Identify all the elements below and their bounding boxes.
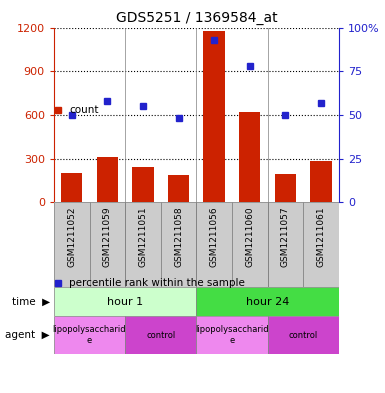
Text: GSM1211061: GSM1211061: [316, 207, 325, 267]
Bar: [168, 175, 189, 202]
Bar: [132, 167, 154, 202]
Text: GSM1211056: GSM1211056: [210, 207, 219, 267]
Text: GSM1211051: GSM1211051: [139, 207, 147, 267]
Bar: [310, 161, 332, 202]
Text: lipopolysaccharid
e: lipopolysaccharid e: [53, 325, 126, 345]
Bar: [125, 202, 161, 287]
Bar: [125, 316, 196, 354]
Bar: [54, 316, 125, 354]
Bar: [196, 316, 268, 354]
Text: GSM1211059: GSM1211059: [103, 207, 112, 267]
Text: GSM1211052: GSM1211052: [67, 207, 76, 267]
Text: control: control: [289, 331, 318, 340]
Text: count: count: [69, 105, 99, 115]
Bar: [54, 202, 90, 287]
Bar: [239, 112, 260, 202]
Bar: [196, 287, 339, 316]
Bar: [268, 202, 303, 287]
Text: GSM1211060: GSM1211060: [245, 207, 254, 267]
Text: lipopolysaccharid
e: lipopolysaccharid e: [195, 325, 269, 345]
Bar: [303, 202, 339, 287]
Bar: [90, 202, 125, 287]
Bar: [54, 287, 196, 316]
Text: percentile rank within the sample: percentile rank within the sample: [69, 278, 245, 288]
Bar: [196, 202, 232, 287]
Bar: [268, 316, 339, 354]
Text: GSM1211057: GSM1211057: [281, 207, 290, 267]
Bar: [275, 174, 296, 202]
Text: hour 1: hour 1: [107, 297, 143, 307]
Text: hour 24: hour 24: [246, 297, 289, 307]
Text: control: control: [146, 331, 175, 340]
Bar: [161, 202, 196, 287]
Text: time  ▶: time ▶: [12, 297, 50, 307]
Text: GSM1211058: GSM1211058: [174, 207, 183, 267]
Bar: [203, 31, 225, 202]
Bar: [97, 157, 118, 202]
Bar: [61, 173, 82, 202]
Text: agent  ▶: agent ▶: [5, 330, 50, 340]
Title: GDS5251 / 1369584_at: GDS5251 / 1369584_at: [116, 11, 277, 25]
Bar: [232, 202, 268, 287]
